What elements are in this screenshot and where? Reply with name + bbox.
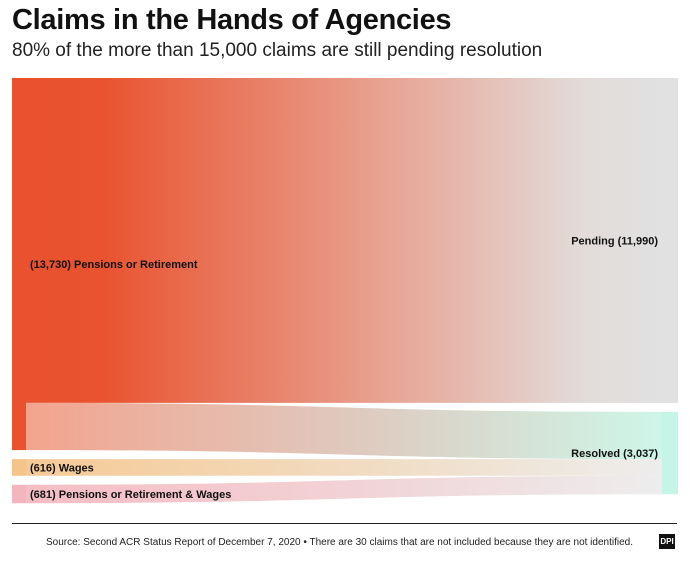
- flow-pensions-or-retirement-wages-to-resolved: [26, 475, 662, 504]
- chart-title: Claims in the Hands of Agencies: [12, 4, 452, 36]
- publisher-logo: DPI: [659, 534, 675, 549]
- sankey-chart: (13,730) Pensions or Retirement (616) Wag…: [12, 78, 678, 504]
- source-label-wages: (616) Wages: [30, 462, 94, 474]
- flow-wages-to-resolved: [26, 459, 662, 476]
- target-node-pending: [662, 78, 678, 403]
- source-label-pensions-or-retirement: (13,730) Pensions or Retirement: [30, 259, 198, 271]
- source-node-pensions-or-retirement: [12, 78, 26, 451]
- chart-subtitle: 80% of the more than 15,000 claims are s…: [12, 40, 543, 61]
- target-label-pending: Pending (11,990): [571, 235, 658, 247]
- source-node-wages: [12, 459, 26, 476]
- flow-pensions-or-retirement-to-pending: [26, 78, 662, 403]
- target-node-resolved: [662, 411, 678, 495]
- source-label-pensions-or-retirement-wages: (681) Pensions or Retirement & Wages: [30, 489, 231, 501]
- footer-divider: [12, 523, 677, 524]
- source-note: Source: Second ACR Status Report of Dece…: [46, 537, 633, 548]
- source-node-pensions-or-retirement-wages: [12, 484, 26, 504]
- target-label-resolved: Resolved (3,037): [571, 448, 658, 460]
- flow-pensions-or-retirement-to-resolved: [26, 402, 662, 460]
